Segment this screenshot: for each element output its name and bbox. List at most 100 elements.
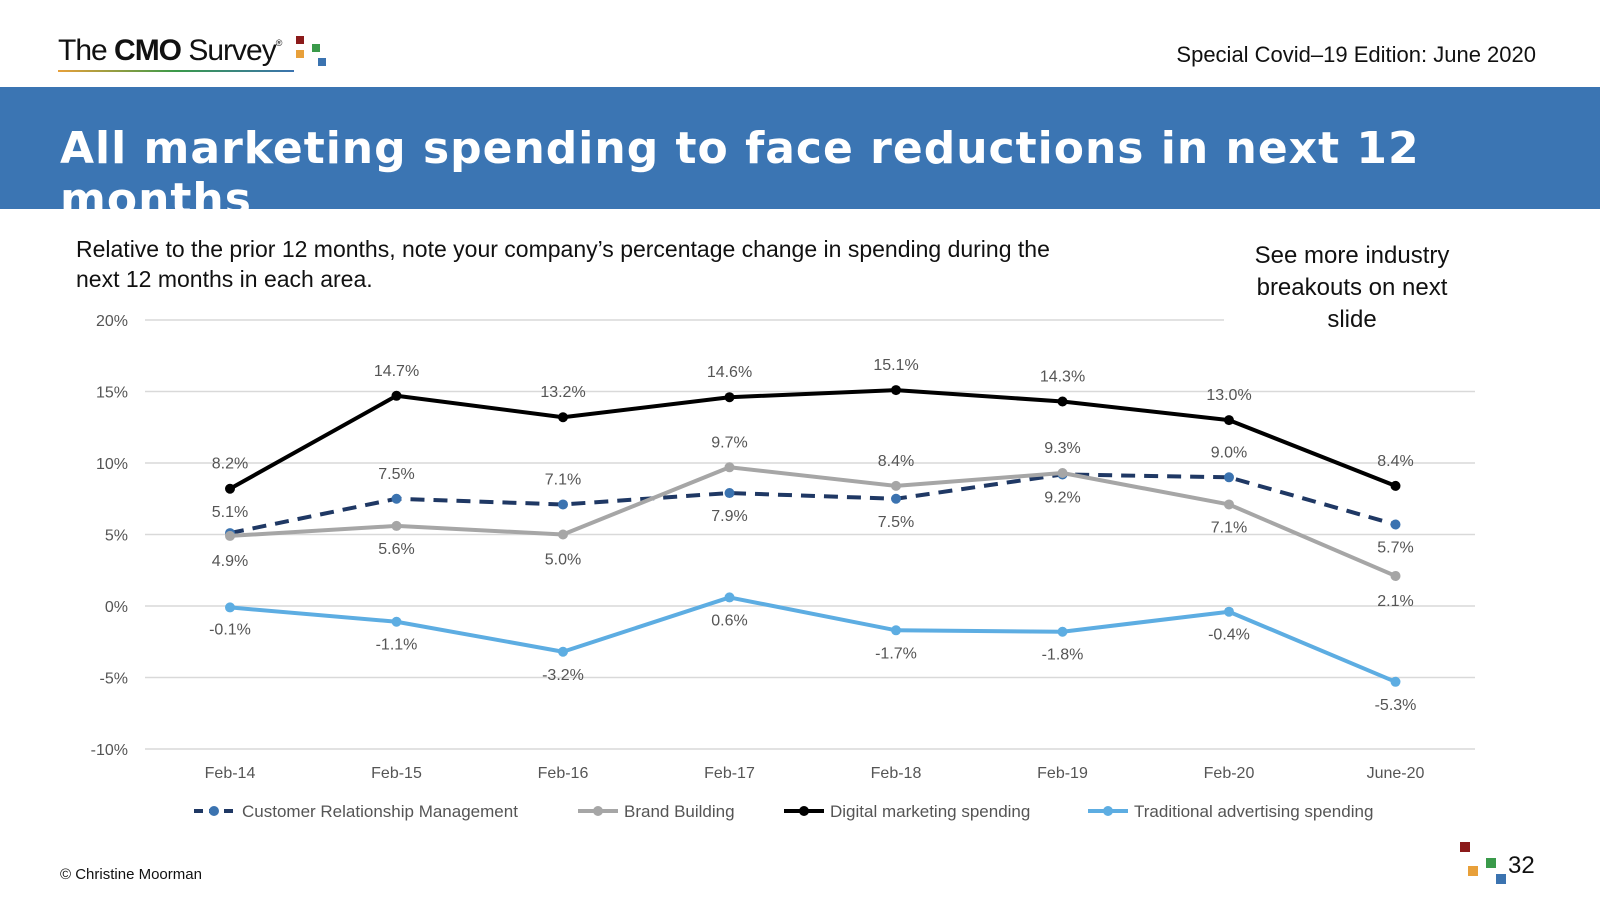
data-label: -1.1% [376, 637, 418, 654]
series-0-point [1390, 519, 1401, 530]
series-0-point [391, 493, 402, 504]
data-label: -1.7% [875, 645, 917, 662]
x-tick-label: Feb-20 [1204, 765, 1255, 782]
series-3-point [1057, 626, 1068, 637]
series-0-point [724, 488, 735, 499]
x-tick-label: Feb-19 [1037, 765, 1088, 782]
x-tick-label: Feb-17 [704, 765, 755, 782]
data-label: 5.6% [378, 541, 414, 558]
series-1-point [1224, 499, 1234, 510]
x-tick-label: Feb-14 [205, 765, 256, 782]
series-3-point [225, 602, 235, 613]
legend-label-1: Brand Building [624, 802, 735, 821]
data-label: 14.7% [374, 363, 419, 380]
data-label: -3.2% [542, 667, 584, 684]
series-line-0 [229, 472, 1397, 536]
legend-marker-0 [209, 806, 219, 816]
logo-squares-icon [296, 36, 326, 66]
legend-label-2: Digital marketing spending [830, 802, 1030, 821]
data-label: 9.2% [1044, 489, 1080, 506]
x-tick-label: Feb-16 [538, 765, 589, 782]
data-label: 13.0% [1206, 387, 1251, 404]
cmo-survey-logo: The CMO Survey® [58, 34, 326, 74]
series-2-point [1390, 480, 1401, 491]
series-3-point [1224, 606, 1234, 617]
data-label: 5.0% [545, 552, 581, 569]
series-3-point [558, 646, 568, 657]
series-3-point [391, 616, 402, 627]
data-label: 7.5% [878, 514, 914, 531]
y-tick-label: 10% [96, 456, 128, 473]
series-2-point [225, 483, 235, 494]
legend-marker-1 [593, 806, 603, 816]
series-2-point [724, 392, 735, 403]
data-label: 7.1% [1211, 519, 1247, 536]
series-0-point [1224, 472, 1234, 483]
series-line-3 [229, 595, 1397, 684]
data-label: 0.6% [711, 612, 747, 629]
title-banner: All marketing spending to face reduction… [0, 87, 1600, 225]
series-0-point [558, 499, 568, 510]
page-number: 32 [1508, 852, 1535, 879]
data-label: 8.4% [1377, 453, 1413, 470]
legend-label-3: Traditional advertising spending [1134, 802, 1373, 821]
x-tick-label: June-20 [1367, 765, 1425, 782]
legend-marker-2 [799, 806, 809, 816]
x-tick-label: Feb-18 [871, 765, 922, 782]
survey-question: Relative to the prior 12 months, note yo… [76, 236, 1050, 292]
y-tick-label: -10% [91, 742, 128, 759]
data-label: 7.5% [378, 466, 414, 483]
data-label: 8.4% [878, 453, 914, 470]
series-1-point [558, 529, 568, 540]
series-2-point [1057, 396, 1068, 407]
legend-marker-3 [1103, 806, 1113, 816]
y-tick-label: 0% [105, 599, 128, 616]
series-2-point [1224, 415, 1234, 426]
series-1-point [724, 462, 735, 473]
data-label: 8.2% [212, 456, 248, 473]
series-2-point [391, 390, 402, 401]
corner-squares-icon [1460, 842, 1506, 884]
data-label: -1.8% [1042, 647, 1084, 664]
data-label: 2.1% [1377, 593, 1413, 610]
copyright: © Christine Moorman [60, 866, 202, 883]
series-1-point [1390, 570, 1401, 581]
data-label: -0.1% [209, 621, 251, 638]
data-label: 9.3% [1044, 440, 1080, 457]
series-1-point [225, 530, 235, 541]
data-label: 9.0% [1211, 444, 1247, 461]
series-2-point [558, 412, 568, 423]
y-tick-label: 20% [96, 313, 128, 330]
series-1-point [1057, 468, 1068, 479]
logo-wordmark: The CMO Survey® [58, 34, 282, 67]
series-3-point [724, 592, 735, 603]
logo-underline [58, 70, 294, 72]
see-more-note: See more industry breakouts on next slid… [1254, 242, 1450, 333]
page-title: All marketing spending to face reduction… [60, 123, 1420, 225]
data-label: 15.1% [873, 357, 918, 374]
edition-label: Special Covid–19 Edition: June 2020 [1176, 42, 1536, 67]
data-label: 13.2% [540, 384, 585, 401]
data-label: 4.9% [212, 553, 248, 570]
series-2-point [891, 385, 901, 396]
data-label: 7.9% [711, 508, 747, 525]
series-1-point [891, 480, 901, 491]
y-tick-label: 15% [96, 385, 128, 402]
series-1-point [391, 520, 402, 531]
data-label: -5.3% [1375, 697, 1417, 714]
series-0-point [891, 493, 901, 504]
series-line-2 [229, 388, 1397, 491]
x-tick-label: Feb-15 [371, 765, 422, 782]
data-label: 9.7% [711, 434, 747, 451]
legend-label-0: Customer Relationship Management [242, 802, 518, 821]
data-label: 14.6% [707, 364, 752, 381]
series-3-point [891, 625, 901, 636]
series-3-point [1390, 676, 1401, 687]
data-label: -0.4% [1208, 627, 1250, 644]
y-tick-label: 5% [105, 528, 128, 545]
data-label: 5.7% [1377, 539, 1413, 556]
y-tick-label: -5% [100, 671, 128, 688]
data-label: 7.1% [545, 471, 581, 488]
data-label: 5.1% [212, 504, 248, 521]
